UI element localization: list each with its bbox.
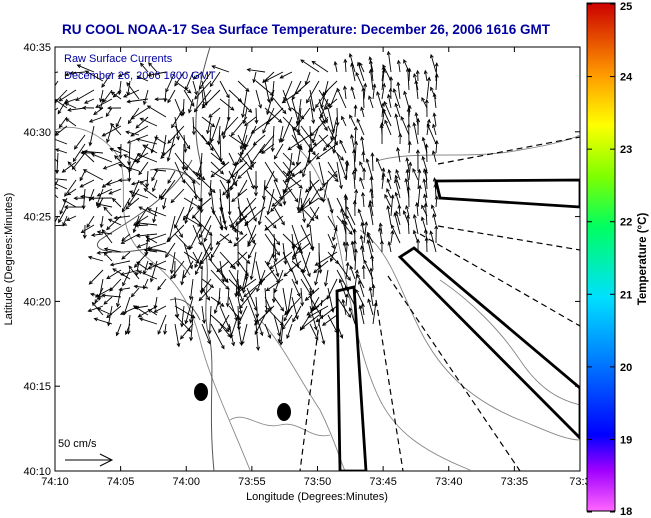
x-tick-label: 73:3	[569, 476, 590, 488]
overlay-line-1: Raw Surface Currents	[64, 53, 173, 65]
colorbar-tick-label: 21	[620, 289, 632, 301]
colorbar-label: Temperature (°C)	[637, 213, 649, 306]
x-tick-label: 74:00	[172, 476, 200, 488]
y-tick-label: 40:25	[23, 212, 51, 224]
y-tick-label: 40:20	[23, 296, 51, 308]
x-axis-ticks: 74:10 74:05 74:00 73:55 73:50 73:45 73:40 73:35…	[41, 47, 591, 488]
y-axis-ticks: 40:35 40:30 40:25 40:20 40:15 40:10	[23, 42, 580, 478]
scale-arrow	[65, 453, 114, 467]
x-tick-label: 74:10	[41, 476, 69, 488]
colorbar-ticks: 25 24 23 22 21 20 19 18	[587, 1, 633, 518]
x-tick-label: 73:35	[501, 476, 529, 488]
y-tick-label: 40:15	[23, 381, 51, 393]
x-tick-label: 73:40	[435, 476, 463, 488]
colorbar-tick-label: 19	[620, 434, 632, 446]
colorbar-tick-label: 18	[620, 506, 632, 518]
colorbar-tick-label: 23	[620, 144, 632, 156]
depth-contour	[379, 134, 580, 161]
colorbar-tick-label: 24	[620, 72, 633, 84]
y-tick-label: 40:30	[23, 127, 51, 139]
x-tick-label: 74:05	[107, 476, 135, 488]
chart-title: RU COOL NOAA-17 Sea Surface Temperature:…	[62, 22, 551, 37]
colorbar-tick-label: 20	[620, 362, 632, 374]
depth-contour	[439, 279, 580, 406]
depth-contour	[229, 416, 331, 437]
colorbar-tick-label: 22	[620, 217, 632, 229]
plot-area: Raw Surface Currents December 26, 2006 1…	[54, 46, 581, 472]
x-tick-label: 73:45	[369, 476, 397, 488]
colorbar-tick-label: 25	[620, 1, 632, 13]
y-axis-label: Latitude (Degrees:Minutes)	[3, 193, 15, 326]
depth-contour	[55, 126, 251, 471]
depth-contour	[359, 229, 580, 441]
buoy-marker	[194, 383, 208, 401]
y-tick-label: 40:35	[23, 42, 51, 54]
colorbar: 25 24 23 22 21 20 19 18 Temperature (°C)	[586, 1, 649, 518]
coastline	[195, 47, 215, 471]
x-tick-label: 73:55	[238, 476, 266, 488]
x-tick-label: 73:50	[304, 476, 332, 488]
y-tick-label: 40:10	[23, 466, 51, 478]
current-vectors	[55, 50, 439, 351]
radar-beams	[299, 136, 580, 471]
scale-label: 50 cm/s	[58, 438, 97, 450]
overlay-line-2: December 26, 2006 1600 GMT	[64, 70, 216, 82]
buoy-marker	[277, 403, 291, 421]
x-axis-label: Longitude (Degrees:Minutes)	[246, 491, 388, 503]
